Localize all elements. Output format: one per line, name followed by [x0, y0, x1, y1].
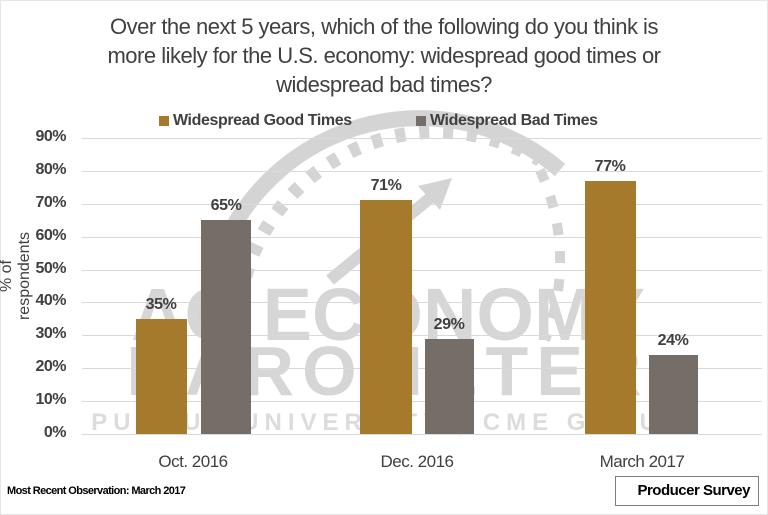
bar-label-bad-oct-2016: 65%	[210, 197, 242, 214]
y-tick-90: 90%	[35, 128, 66, 145]
gridline-20	[82, 368, 762, 369]
gridline-80	[82, 171, 762, 172]
bar-good-dec-2016	[360, 200, 412, 434]
legend-swatch-good-icon	[159, 116, 169, 126]
bar-good-march-2017	[585, 181, 636, 434]
legend-item-good-times: Widespread Good Times	[159, 112, 352, 130]
bar-label-good-march-2017: 77%	[594, 158, 626, 175]
gridline-0	[82, 434, 762, 435]
y-tick-50: 50%	[35, 260, 66, 277]
bar-bad-oct-2016	[201, 220, 251, 434]
gridline-90	[82, 138, 762, 139]
bar-label-bad-dec-2016: 29%	[433, 316, 465, 333]
gridline-50	[82, 270, 762, 271]
gridline-60	[82, 237, 762, 238]
chart-title-line-2: more likely for the U.S. economy: widesp…	[107, 43, 661, 68]
producer-survey-label: Producer Survey	[615, 476, 759, 506]
bar-label-bad-march-2017: 24%	[657, 332, 689, 349]
gridline-10	[82, 401, 762, 402]
chart-title-line-3: widespread bad times?	[276, 72, 492, 97]
y-tick-70: 70%	[35, 194, 66, 211]
x-tick-oct-2016: Oct. 2016	[158, 452, 228, 471]
bar-good-oct-2016	[136, 319, 187, 434]
bar-label-good-dec-2016: 71%	[370, 177, 402, 194]
bar-bad-dec-2016	[425, 339, 474, 434]
y-tick-30: 30%	[35, 325, 66, 342]
gridline-70	[82, 204, 762, 205]
x-tick-dec-2016: Dec. 2016	[380, 452, 455, 471]
y-tick-80: 80%	[35, 161, 66, 178]
bar-label-good-oct-2016: 35%	[145, 296, 177, 313]
y-tick-20: 20%	[35, 358, 66, 375]
legend-item-bad-times: Widespread Bad Times	[416, 112, 598, 130]
legend-swatch-bad-icon	[416, 116, 426, 126]
chart-legend: Widespread Good Times Widespread Bad Tim…	[0, 112, 768, 136]
y-tick-40: 40%	[35, 292, 66, 309]
gridline-40	[82, 302, 762, 303]
x-tick-march-2017: March 2017	[599, 452, 685, 471]
y-tick-10: 10%	[35, 391, 66, 408]
y-tick-0: 0%	[43, 424, 67, 441]
bar-bad-march-2017	[649, 355, 698, 434]
y-tick-60: 60%	[35, 227, 66, 244]
legend-label-bad: Widespread Bad Times	[430, 112, 598, 129]
legend-label-good: Widespread Good Times	[173, 112, 352, 129]
chart-title-line-1: Over the next 5 years, which of the foll…	[110, 14, 658, 39]
most-recent-observation-note: Most Recent Observation: March 2017	[7, 485, 186, 497]
chart-title: Over the next 5 years, which of the foll…	[60, 12, 708, 99]
gridline-30	[82, 335, 762, 336]
